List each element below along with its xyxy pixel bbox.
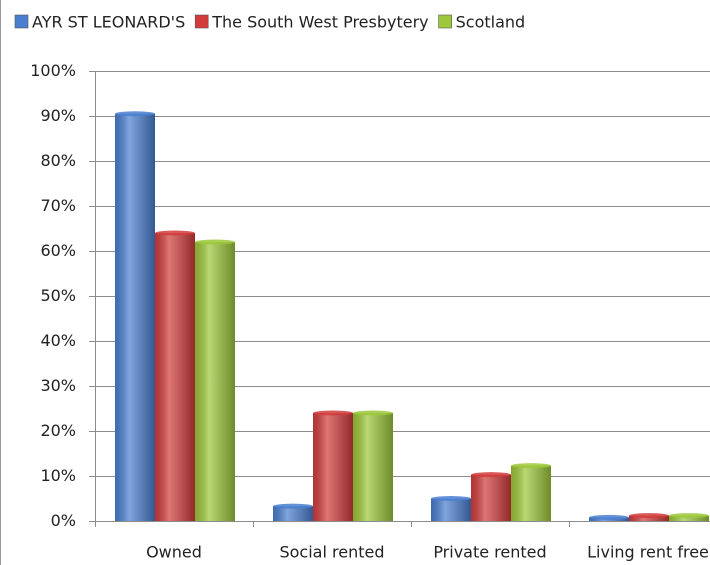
legend-label: Scotland [456, 13, 526, 32]
y-tick-label: 30% [40, 376, 76, 395]
y-tick-label: 100% [30, 61, 76, 80]
bar-shade [155, 233, 195, 521]
legend-swatch [14, 14, 29, 29]
legend-label: AYR ST LEONARD'S [32, 13, 185, 32]
y-tick-label: 40% [40, 331, 76, 350]
bar-shade [273, 506, 313, 521]
y-tick-label: 10% [40, 466, 76, 485]
bar-cap [629, 513, 669, 519]
bar-shade [511, 465, 551, 521]
bar-cap [669, 513, 709, 519]
x-tick-label: Owned [146, 543, 202, 562]
legend-swatch [194, 14, 209, 29]
bar-cap [155, 230, 195, 236]
x-tick-label: Social rented [279, 543, 384, 562]
bar-shade [669, 515, 709, 521]
legend-label: The South West Presbytery [211, 13, 428, 32]
bar-shade [471, 474, 511, 521]
bar-shade [353, 413, 393, 521]
bar-cap [313, 410, 353, 416]
bar-shade [629, 515, 669, 521]
x-tick-label: Private rented [433, 543, 546, 562]
y-tick-label: 60% [40, 241, 76, 260]
y-tick-label: 90% [40, 106, 76, 125]
bar-cap [511, 463, 551, 469]
y-tick-label: 70% [40, 196, 76, 215]
y-tick-label: 0% [51, 511, 76, 530]
bar-cap [353, 410, 393, 416]
y-tick-label: 50% [40, 286, 76, 305]
y-tick-label: 20% [40, 421, 76, 440]
x-tick-label: Living rent free [587, 543, 709, 562]
bar-shade [195, 242, 235, 521]
bar-cap [589, 514, 629, 520]
bar-shade [115, 113, 155, 521]
bar-cap [115, 111, 155, 117]
bar-cap [431, 496, 471, 501]
y-tick-label: 80% [40, 151, 76, 170]
bar-cap [273, 503, 313, 509]
legend-swatch [438, 14, 452, 29]
bar-cap [195, 239, 235, 245]
bar-cap [471, 472, 511, 478]
bar-shade [313, 413, 353, 521]
bar-shade [431, 498, 471, 521]
